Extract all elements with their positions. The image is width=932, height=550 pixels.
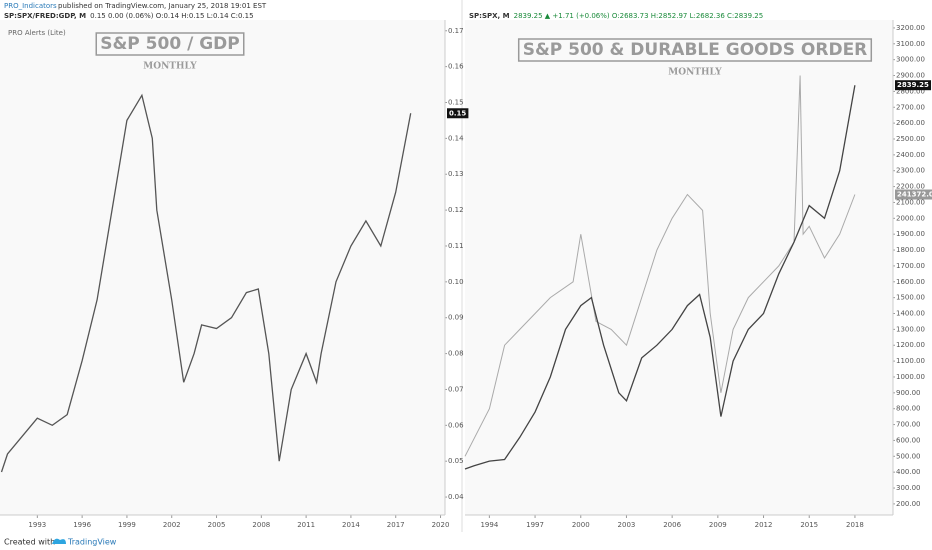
y-tick-label: 1300.00 [896, 325, 925, 333]
x-tick-label: 1994 [480, 521, 498, 529]
y-tick-label: 2700.00 [896, 103, 925, 111]
y-tick-label: 0.05 [448, 457, 464, 465]
y-tick-label: 2600.00 [896, 119, 925, 127]
y-tick-label: 900.00 [896, 389, 921, 397]
last-price-badge [895, 189, 932, 200]
y-tick-label: 0.17 [448, 27, 464, 35]
y-tick-label: 800.00 [896, 405, 921, 413]
y-tick-label: 1000.00 [896, 373, 925, 381]
last-price-badge [447, 108, 469, 119]
x-tick-label: 1996 [73, 521, 91, 529]
y-tick-label: 0.04 [448, 493, 464, 501]
y-tick-label: 200.00 [896, 500, 921, 508]
y-tick-label: 1600.00 [896, 278, 925, 286]
y-tick-label: 0.08 [448, 350, 464, 358]
y-tick-label: 2000.00 [896, 214, 925, 222]
x-tick-label: 2011 [297, 521, 315, 529]
y-tick-label: 2300.00 [896, 167, 925, 175]
y-tick-label: 2200.00 [896, 183, 925, 191]
x-tick-label: 2015 [800, 521, 818, 529]
x-tick-label: 2005 [208, 521, 226, 529]
y-tick-label: 300.00 [896, 484, 921, 492]
y-tick-label: 2500.00 [896, 135, 925, 143]
x-tick-label: 2002 [163, 521, 181, 529]
y-tick-label: 400.00 [896, 468, 921, 476]
title-box [95, 32, 245, 56]
footer-created: Created with [4, 538, 55, 547]
legend-symbol: SP:SPX, M [469, 12, 510, 20]
y-tick-label: 600.00 [896, 436, 921, 444]
tv-logo [52, 538, 66, 544]
x-tick-label: 2006 [663, 521, 681, 529]
x-tick-label: 2017 [387, 521, 405, 529]
title-box [517, 38, 873, 62]
publisher[interactable]: PRO_Indicators [4, 2, 57, 10]
chart-title: S&P 500 / GDP [100, 34, 240, 54]
series-line [0, 93, 412, 473]
legend-quote: 0.15 0.00 (0.06%) O:0.14 H:0.15 L:0.14 C… [90, 12, 253, 20]
footer-brand[interactable]: TradingView [67, 538, 117, 547]
y-tick-label: 3000.00 [896, 56, 925, 64]
y-tick-label: 0.14 [448, 134, 464, 142]
y-tick-label: 1800.00 [896, 246, 925, 254]
y-tick-label: 3200.00 [896, 24, 925, 32]
last-price-label: 2839.25 [897, 81, 929, 89]
x-tick-label: 2012 [755, 521, 773, 529]
y-tick-label: 0.12 [448, 206, 464, 214]
y-tick-label: 3100.00 [896, 40, 925, 48]
y-tick-label: 2100.00 [896, 198, 925, 206]
x-tick-label: 2014 [342, 521, 360, 529]
x-tick-label: 2000 [572, 521, 590, 529]
y-tick-label: 1100.00 [896, 357, 925, 365]
y-tick-label: 700.00 [896, 421, 921, 429]
y-tick-label: 1900.00 [896, 230, 925, 238]
y-tick-label: 0.09 [448, 314, 464, 322]
last-price-label: 241372.00 [897, 191, 932, 199]
x-tick-label: 2008 [252, 521, 270, 529]
x-tick-label: 1999 [118, 521, 136, 529]
y-tick-label: 1700.00 [896, 262, 925, 270]
left-pane [0, 20, 445, 515]
y-tick-label: 1500.00 [896, 294, 925, 302]
y-tick-label: 500.00 [896, 452, 921, 460]
x-tick-label: 2018 [846, 521, 864, 529]
y-tick-label: 1400.00 [896, 310, 925, 318]
x-tick-label: 2009 [709, 521, 727, 529]
y-tick-label: 2800.00 [896, 87, 925, 95]
published: published on TradingView.com, January 25… [58, 2, 267, 10]
series-line [464, 85, 856, 470]
legend-symbol: SP:SPX/FRED:GDP, M [4, 12, 86, 20]
x-tick-label: 2020 [432, 521, 450, 529]
y-tick-label: 0.10 [448, 278, 464, 286]
y-tick-label: 1200.00 [896, 341, 925, 349]
right-pane [465, 20, 893, 515]
x-tick-label: 1993 [28, 521, 46, 529]
chart-subtitle: MONTHLY [143, 62, 197, 72]
y-tick-label: 0.07 [448, 385, 464, 393]
y-tick-label: 0.06 [448, 421, 464, 429]
y-tick-label: 0.13 [448, 170, 464, 178]
last-price-badge [895, 80, 932, 91]
y-tick-label: 0.15 [448, 99, 464, 107]
y-tick-label: 0.11 [448, 242, 464, 250]
chart-title: S&P 500 & DURABLE GOODS ORDER [523, 40, 868, 60]
x-tick-label: 1997 [526, 521, 544, 529]
y-tick-label: 2400.00 [896, 151, 925, 159]
legend-quote: 2839.25 ▲ +1.71 (+0.06%) O:2683.73 H:285… [514, 12, 764, 20]
last-price-label: 0.15 [449, 109, 466, 117]
y-tick-label: 0.16 [448, 63, 464, 71]
indicator-label: PRO Alerts (Lite) [8, 29, 66, 37]
x-tick-label: 2003 [618, 521, 636, 529]
chart-subtitle: MONTHLY [668, 68, 722, 78]
y-tick-label: 2900.00 [896, 72, 925, 80]
series-line [464, 75, 856, 457]
